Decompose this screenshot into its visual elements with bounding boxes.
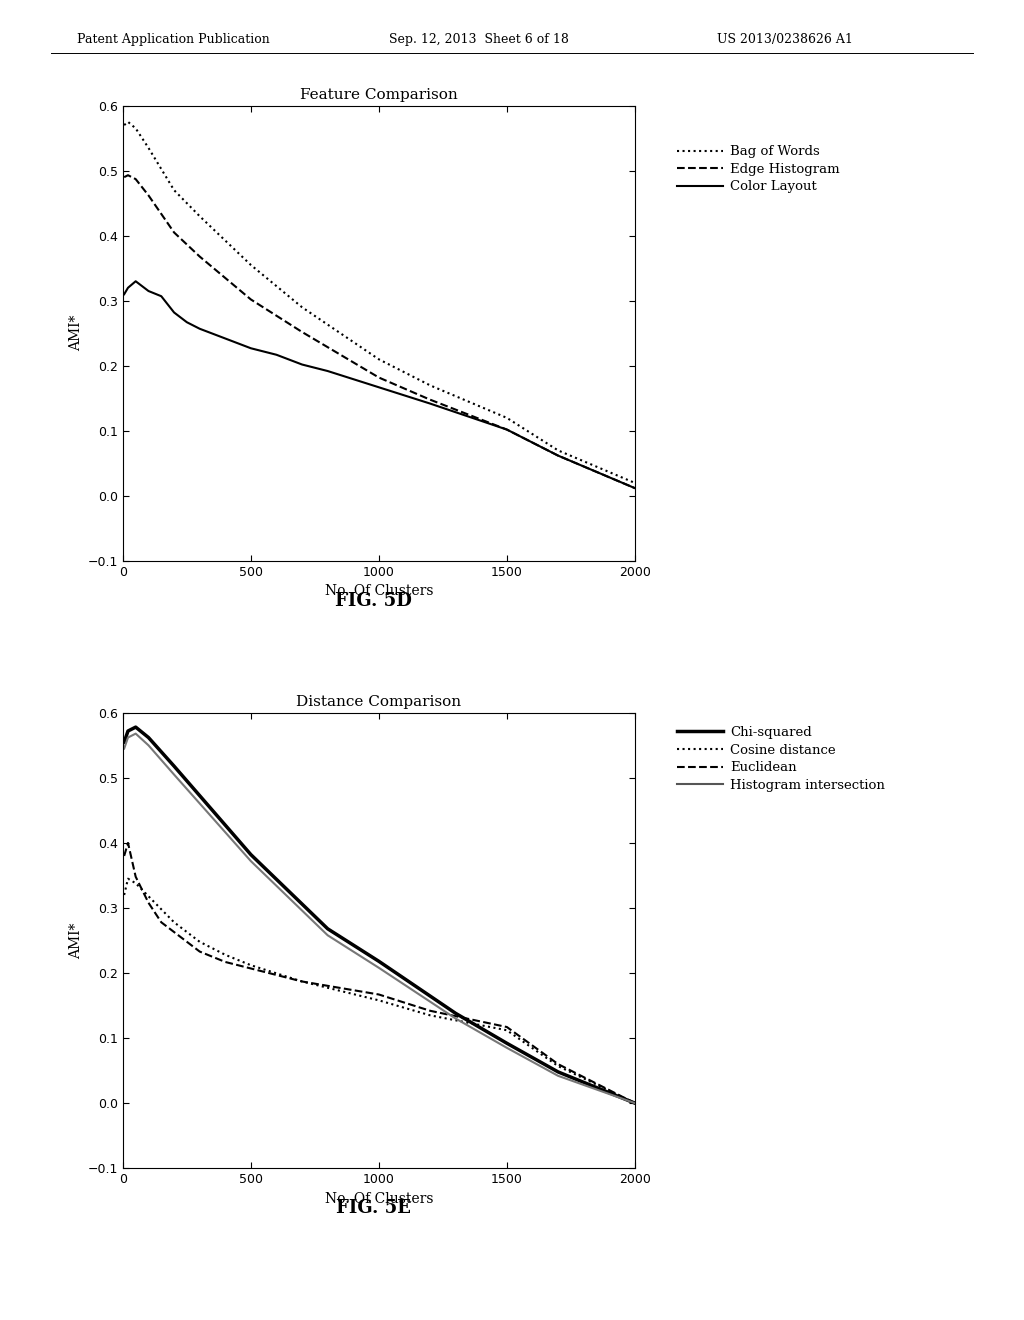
Text: FIG. 5E: FIG. 5E [336,1199,412,1217]
Y-axis label: AMI*: AMI* [70,923,84,958]
Legend: Chi-squared, Cosine distance, Euclidean, Histogram intersection: Chi-squared, Cosine distance, Euclidean,… [677,726,885,792]
Title: Feature Comparison: Feature Comparison [300,87,458,102]
Text: Sep. 12, 2013  Sheet 6 of 18: Sep. 12, 2013 Sheet 6 of 18 [389,33,569,46]
Text: FIG. 5D: FIG. 5D [335,591,413,610]
Text: Patent Application Publication: Patent Application Publication [77,33,269,46]
Title: Distance Comparison: Distance Comparison [296,694,462,709]
X-axis label: No. Of Clusters: No. Of Clusters [325,1192,433,1205]
X-axis label: No. Of Clusters: No. Of Clusters [325,585,433,598]
Y-axis label: AMI*: AMI* [70,315,84,351]
Text: US 2013/0238626 A1: US 2013/0238626 A1 [717,33,853,46]
Legend: Bag of Words, Edge Histogram, Color Layout: Bag of Words, Edge Histogram, Color Layo… [677,145,840,194]
